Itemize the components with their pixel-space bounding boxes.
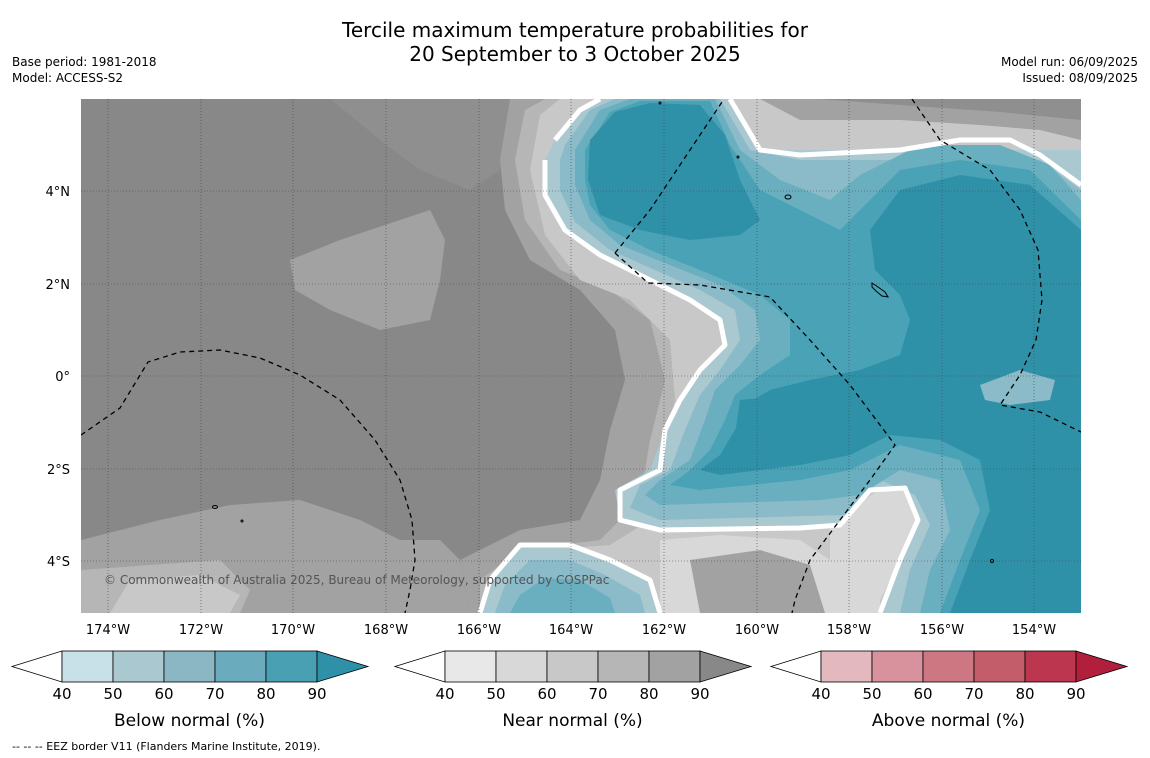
colorbar-tick-label: 90: [690, 685, 709, 703]
meta-right: Model run: 06/09/2025 Issued: 08/09/2025: [1001, 54, 1138, 86]
colorbar-high-extend: [699, 650, 753, 683]
lon-label: 164°W: [549, 623, 593, 638]
near-normal-colorbar: 40 50 60 70 80 90 Near normal (%): [393, 650, 753, 731]
colorbar-tick-label: 90: [1066, 685, 1085, 703]
colorbar-tick-label: 40: [435, 685, 454, 703]
colorbar-low-extend: [393, 650, 446, 683]
lat-label: 4°N: [46, 185, 71, 200]
colorbar-segment: [163, 650, 216, 683]
below-normal-90-north: [588, 103, 760, 240]
below-normal-90-center: [735, 390, 880, 450]
lon-label: 158°W: [827, 623, 871, 638]
near-normal-south-mid: [690, 550, 825, 613]
colorbar-tick-label: 80: [1015, 685, 1034, 703]
lon-label: 170°W: [271, 623, 315, 638]
colorbar-segment: [112, 650, 165, 683]
eez-footnote: -- -- -- EEZ border V11 (Flanders Marine…: [12, 740, 321, 753]
near-normal-blob-north: [290, 210, 445, 330]
lon-label: 162°W: [642, 623, 686, 638]
colorbar-title: Near normal (%): [502, 711, 642, 731]
colorbar-tick-label: 90: [307, 685, 326, 703]
lon-label: 174°W: [86, 623, 130, 638]
eez-borders: [81, 99, 1081, 613]
colorbar-segment: [265, 650, 318, 683]
colorbar-tick-label: 60: [154, 685, 173, 703]
lon-label: 154°W: [1012, 623, 1056, 638]
colorbar-segment: [871, 650, 924, 683]
meta-left: Base period: 1981-2018 Model: ACCESS-S2: [12, 54, 157, 86]
map-area: © Commonwealth of Australia 2025, Bureau…: [81, 99, 1081, 613]
colorbar-segment: [61, 650, 114, 683]
latitude-labels: 4°N 2°N 0° 2°S 4°S: [46, 185, 71, 570]
colorbar-high-extend: [316, 650, 370, 683]
colorbar-segment: [648, 650, 701, 683]
longitude-labels: 174°W 172°W 170°W 168°W 166°W 164°W 162°…: [86, 623, 1056, 638]
colorbar-tick-label: 70: [205, 685, 224, 703]
near-normal-northeast-dark: [820, 99, 1081, 120]
colorbar-tick-label: 40: [52, 685, 71, 703]
islands: [212, 101, 994, 563]
below-normal-colorbar: 40 50 60 70 80 90 Below normal (%): [10, 650, 370, 731]
colorbar-low-extend: [769, 650, 822, 683]
white-boundary-main: [542, 99, 1081, 613]
lon-label: 156°W: [920, 623, 964, 638]
model-name: Model: ACCESS-S2: [12, 71, 124, 85]
below-normal-90-east: [700, 175, 1081, 613]
map-copyright: © Commonwealth of Australia 2025, Bureau…: [104, 573, 609, 587]
colorbar-tick-label: 50: [486, 685, 505, 703]
lat-label: 0°: [55, 370, 70, 385]
lat-label: 2°N: [46, 278, 71, 293]
model-run: Model run: 06/09/2025: [1000, 55, 1138, 69]
colorbar-segment: [820, 650, 873, 683]
colorbar-tick-label: 50: [862, 685, 881, 703]
lon-label: 172°W: [179, 623, 223, 638]
lat-label: 4°S: [47, 555, 70, 570]
colorbar-tick-label: 80: [256, 685, 275, 703]
colorbar-title: Below normal (%): [114, 711, 265, 731]
colorbar-tick-label: 40: [811, 685, 830, 703]
colorbar-tick-label: 70: [964, 685, 983, 703]
base-period: Base period: 1981-2018: [12, 55, 157, 69]
colorbar-tick-label: 80: [639, 685, 658, 703]
near-normal-south-east-light: [830, 490, 920, 613]
issued-date: Issued: 08/09/2025: [1022, 71, 1138, 85]
below-normal-south-70: [510, 578, 615, 613]
lon-label: 168°W: [364, 623, 408, 638]
colorbar-low-extend: [10, 650, 63, 683]
colorbar-tick-label: 60: [913, 685, 932, 703]
colorbar-segment: [444, 650, 497, 683]
colorbar-title: Above normal (%): [872, 711, 1025, 731]
colorbar-tick-label: 60: [537, 685, 556, 703]
colorbar-segment: [922, 650, 975, 683]
colorbar-tick-label: 70: [588, 685, 607, 703]
colorbars: 40 50 60 70 80 90 Below normal (%) 40 50 60 70 80 90…: [10, 650, 1129, 731]
colorbar-segment: [1024, 650, 1077, 683]
colorbar-segment: [546, 650, 599, 683]
colorbar-tick-label: 50: [103, 685, 122, 703]
lon-label: 160°W: [735, 623, 779, 638]
colorbar-segment: [214, 650, 267, 683]
below-normal-islet: [980, 370, 1055, 405]
colorbar-segment: [495, 650, 548, 683]
above-normal-colorbar: 40 50 60 70 80 90 Above normal (%): [769, 650, 1129, 731]
colorbar-segment: [973, 650, 1026, 683]
lat-label: 2°S: [47, 463, 70, 478]
title-line-2: 20 September to 3 October 2025: [409, 42, 741, 66]
title-line-1: Tercile maximum temperature probabilitie…: [342, 18, 808, 42]
white-boundary-south: [477, 542, 663, 613]
near-normal-southwest-lighter: [110, 575, 240, 613]
near-normal-region-a: [81, 99, 520, 190]
page-title: Tercile maximum temperature probabilitie…: [0, 18, 1150, 66]
colorbar-high-extend: [1075, 650, 1129, 683]
lon-label: 166°W: [457, 623, 501, 638]
colorbar-segment: [597, 650, 650, 683]
